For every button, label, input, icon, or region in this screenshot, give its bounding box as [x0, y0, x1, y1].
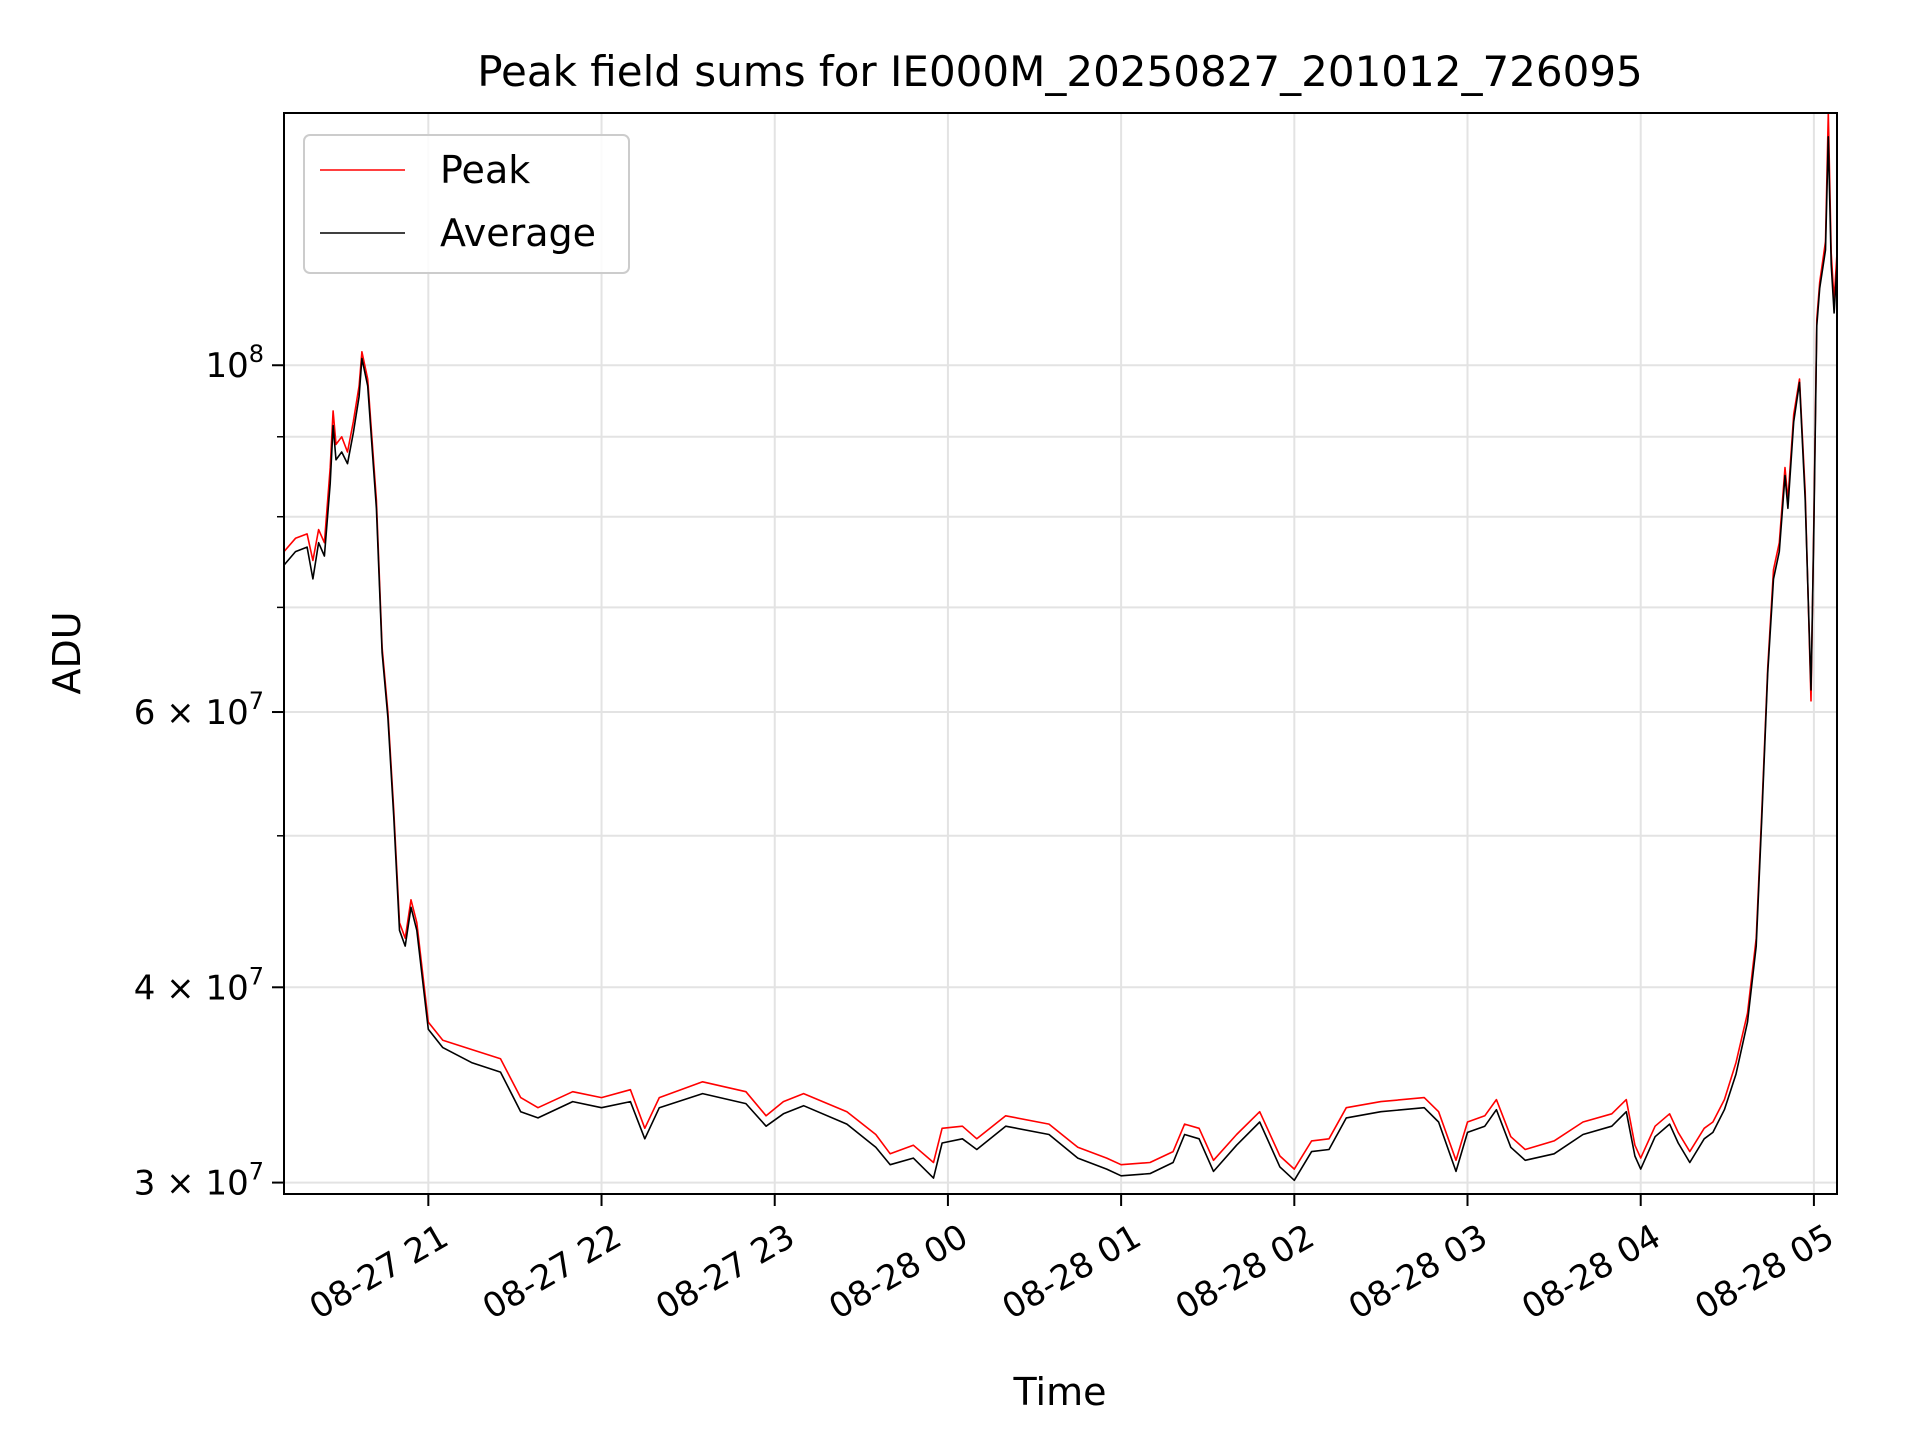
y-tick-label-exponent: 8 [249, 340, 264, 368]
y-tick-label-exponent: 7 [249, 687, 264, 715]
legend: Peak Average [303, 134, 630, 274]
y-tick-label-exponent: 7 [249, 1158, 264, 1186]
y-tick-label-base: 10 [205, 346, 248, 386]
y-axis-label: ADU [45, 611, 89, 694]
y-tick-label: 6 × 107 [134, 687, 264, 733]
legend-label-peak: Peak [440, 148, 530, 192]
grid [284, 113, 1837, 1194]
y-tick-label: 108 [205, 340, 264, 386]
y-tick-label-exponent: 7 [249, 962, 264, 990]
legend-label-average: Average [440, 211, 596, 255]
plot-frame [283, 112, 1838, 1195]
plot-lines [283, 112, 1838, 1182]
series-line-average [283, 136, 1838, 1182]
y-tick-label-base: 6 × 10 [134, 693, 249, 733]
chart-title: Peak field sums for IE000M_20250827_2010… [477, 47, 1643, 96]
y-tick-label-base: 4 × 10 [134, 968, 249, 1008]
y-tick-label: 4 × 107 [134, 962, 264, 1008]
y-tick-label: 3 × 107 [134, 1158, 264, 1204]
x-axis-label: Time [1013, 1370, 1107, 1414]
y-tick-label-base: 3 × 10 [134, 1164, 249, 1204]
